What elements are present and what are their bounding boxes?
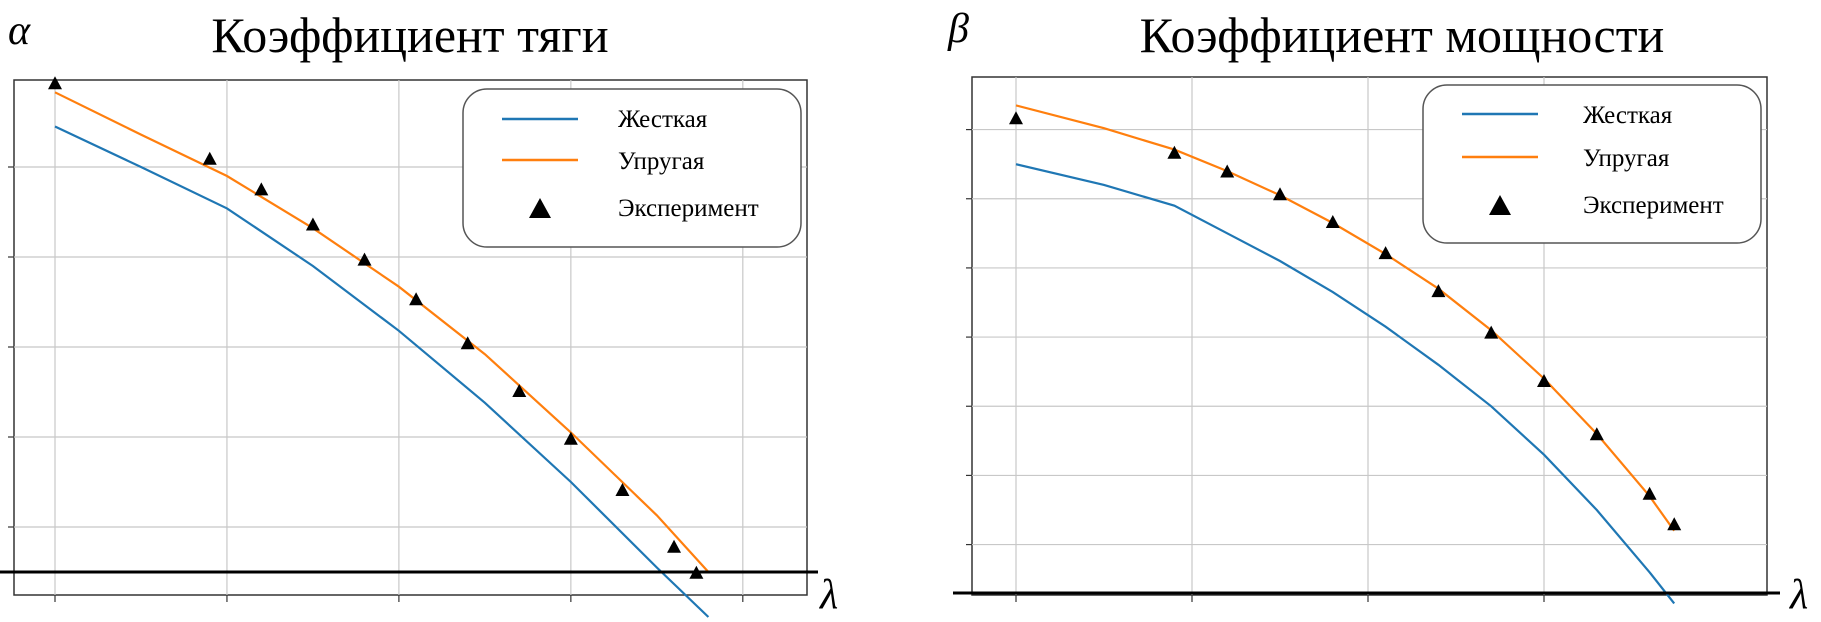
experiment-point [1009, 111, 1023, 125]
experiment-point [1378, 246, 1393, 260]
series-layer [1009, 104, 1682, 605]
experiment-point [1273, 187, 1287, 201]
chart-title: Коэффициент тяги [211, 7, 608, 63]
x-axis-label: λ [1788, 572, 1808, 618]
y-axis-label: α [8, 8, 31, 54]
y-axis-label: β [947, 6, 969, 52]
legend-label-elastic: Упругая [618, 148, 705, 175]
experiment-point [1589, 427, 1604, 441]
experiment-point [615, 483, 630, 496]
legend-marker-experiment [529, 198, 551, 218]
experiment-point [460, 336, 475, 350]
experiment-point [1220, 164, 1235, 178]
experiment-point [1537, 374, 1551, 388]
thrust-coefficient-chart: Коэффициент тяги α λ Жесткая Упругая Экс… [0, 7, 838, 618]
series-line [54, 91, 710, 573]
series-line [54, 125, 710, 618]
legend-label-experiment: Эксперимент [1583, 192, 1724, 219]
plot-frame [13, 79, 808, 596]
experiment-point [48, 76, 62, 90]
legend-box [462, 88, 802, 248]
legend-label-rigid: Жесткая [1583, 102, 1673, 129]
experiment-point [1431, 284, 1446, 298]
series-layer [48, 76, 710, 618]
legend-box [1422, 84, 1762, 244]
grid [966, 77, 1767, 602]
experiment-point [1667, 517, 1682, 531]
power-coefficient-chart: Коэффициент мощности β λ Жесткая Упругая… [947, 6, 1808, 618]
legend-label-rigid: Жесткая [618, 106, 708, 133]
plot-frame [971, 76, 1768, 596]
legend-marker-experiment [1489, 195, 1511, 215]
experiment-point [1642, 486, 1657, 500]
experiment-point [1325, 214, 1340, 228]
experiment-point [563, 431, 578, 445]
experiment-point [667, 539, 682, 553]
experiment-point [1484, 325, 1499, 339]
legend-label-elastic: Упругая [1583, 145, 1670, 172]
experiment-point [409, 292, 424, 306]
experiment-point [202, 151, 217, 165]
chart-title: Коэффициент мощности [1140, 7, 1665, 63]
experiment-point [1167, 145, 1182, 159]
series-line [1015, 163, 1676, 605]
x-axis-label: λ [818, 572, 838, 618]
legend: Жесткая Упругая Эксперимент [462, 88, 802, 248]
experiment-point [254, 182, 269, 196]
experiment-point [305, 217, 320, 231]
experiment-point [512, 384, 527, 397]
experiment-point [357, 252, 372, 266]
legend-label-experiment: Эксперимент [618, 195, 759, 222]
legend: Жесткая Упругая Эксперимент [1422, 84, 1762, 244]
